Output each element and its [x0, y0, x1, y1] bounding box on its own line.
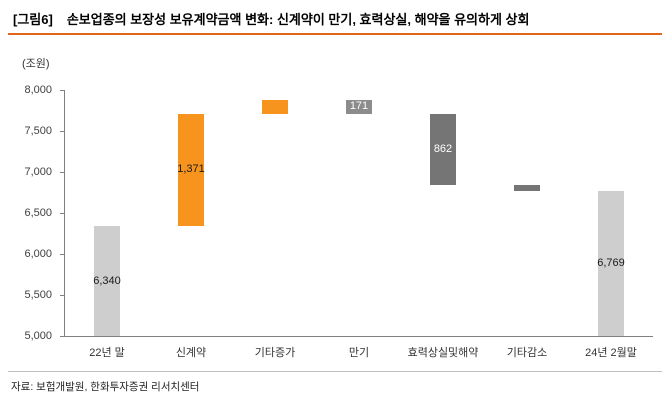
- bar-data-label: 862: [433, 142, 453, 155]
- x-tick-label: 22년 말: [89, 347, 125, 359]
- waterfall-bar-3: [262, 99, 288, 114]
- waterfall-bar-6: [514, 184, 540, 191]
- waterfall-bar-4: 171: [346, 99, 372, 114]
- y-tick-mark: [60, 295, 64, 296]
- x-tick-label: 기타증가: [254, 347, 296, 359]
- y-tick-label: 6,500: [24, 207, 52, 219]
- source-note: 자료: 보험개발원, 한화투자증권 리서치센터: [11, 381, 200, 393]
- title-rule: [8, 33, 662, 35]
- x-tick-label: 24년 2월말: [585, 347, 637, 359]
- y-tick-mark: [60, 254, 64, 255]
- bar-data-label: 1,371: [177, 163, 205, 176]
- y-tick-mark: [60, 131, 64, 132]
- y-tick-label: 7,000: [24, 166, 52, 178]
- source-rule: [8, 371, 662, 372]
- y-tick-label: 5,500: [24, 289, 52, 301]
- x-tick-label: 만기: [348, 347, 370, 359]
- y-tick-label: 6,000: [24, 248, 52, 260]
- x-tick-label: 신계약: [175, 347, 207, 359]
- figure-title: 손보업종의 보장성 보유계약금액 변화: 신계약이 만기, 효력상실, 해약을 …: [66, 12, 530, 27]
- y-tick-label: 5,000: [24, 330, 52, 342]
- y-tick-mark: [60, 90, 64, 91]
- waterfall-bar-7: 6,769: [597, 190, 625, 336]
- y-axis-unit-label: (조원): [22, 58, 50, 70]
- bar-data-label: 6,340: [93, 274, 121, 287]
- bar-data-label: 6,769: [597, 256, 625, 269]
- y-tick-label: 8,000: [24, 84, 52, 96]
- figure-number-label: [그림6]: [13, 12, 53, 27]
- y-tick-mark: [60, 172, 64, 173]
- waterfall-bar-2: 1,371: [177, 113, 205, 227]
- y-tick-mark: [60, 213, 64, 214]
- y-tick-mark: [60, 336, 64, 337]
- y-tick-label: 7,500: [24, 125, 52, 137]
- x-tick-label: 기타감소: [506, 347, 548, 359]
- bar-data-label: 171: [349, 100, 369, 113]
- waterfall-bar-1: 6,340: [93, 226, 121, 336]
- figure-header: [그림6] 손보업종의 보장성 보유계약금액 변화: 신계약이 만기, 효력상실…: [13, 9, 660, 28]
- waterfall-bar-5: 862: [430, 113, 456, 185]
- plot-area: 6,340 22년 말 1,371 신계약 기타증가 171 만기 862 효력상실및해약 기타감…: [60, 90, 653, 359]
- x-tick-label: 효력상실및해약: [407, 347, 479, 359]
- y-axis: 5,000 5,500 6,000 6,500 7,000 7,500 8,000: [0, 84, 58, 342]
